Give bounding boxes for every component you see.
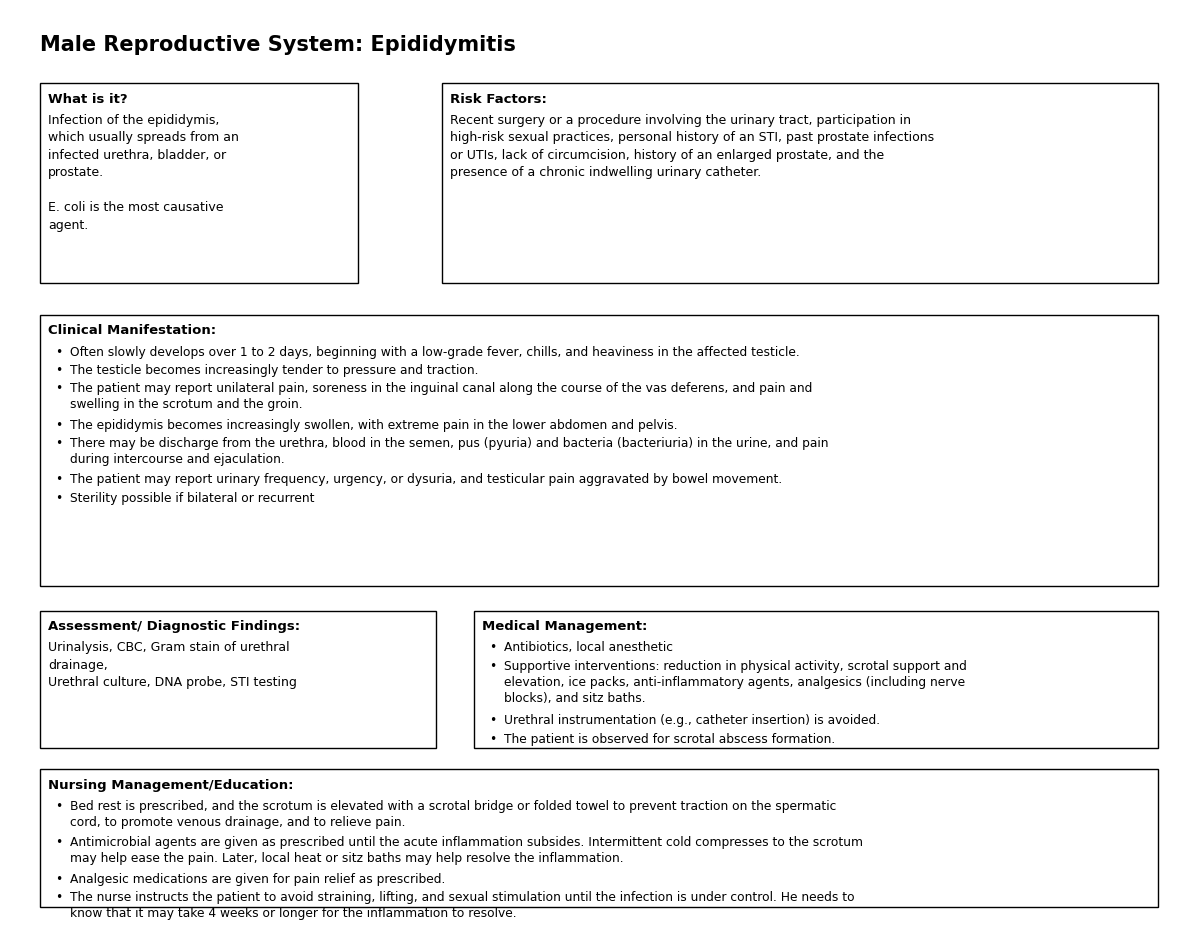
Text: Male Reproductive System: Epididymitis: Male Reproductive System: Epididymitis (40, 35, 516, 56)
FancyBboxPatch shape (40, 83, 358, 283)
Text: Recent surgery or a procedure involving the urinary tract, participation in
high: Recent surgery or a procedure involving … (450, 114, 934, 179)
Text: Risk Factors:: Risk Factors: (450, 93, 547, 106)
FancyBboxPatch shape (442, 83, 1158, 283)
Text: The patient may report urinary frequency, urgency, or dysuria, and testicular pa: The patient may report urinary frequency… (70, 474, 782, 487)
Text: Often slowly develops over 1 to 2 days, beginning with a low-grade fever, chills: Often slowly develops over 1 to 2 days, … (70, 346, 799, 359)
Text: Medical Management:: Medical Management: (482, 620, 648, 633)
FancyBboxPatch shape (40, 769, 1158, 907)
FancyBboxPatch shape (40, 315, 1158, 586)
Text: •: • (55, 437, 62, 450)
Text: The epididymis becomes increasingly swollen, with extreme pain in the lower abdo: The epididymis becomes increasingly swol… (70, 419, 677, 432)
Text: Sterility possible if bilateral or recurrent: Sterility possible if bilateral or recur… (70, 491, 314, 504)
Text: Urethral instrumentation (e.g., catheter insertion) is avoided.: Urethral instrumentation (e.g., catheter… (504, 715, 880, 728)
FancyBboxPatch shape (474, 611, 1158, 748)
Text: Supportive interventions: reduction in physical activity, scrotal support and
el: Supportive interventions: reduction in p… (504, 659, 967, 705)
FancyBboxPatch shape (40, 611, 436, 748)
Text: Urinalysis, CBC, Gram stain of urethral
drainage,
Urethral culture, DNA probe, S: Urinalysis, CBC, Gram stain of urethral … (48, 641, 296, 690)
Text: Analgesic medications are given for pain relief as prescribed.: Analgesic medications are given for pain… (70, 873, 445, 886)
Text: •: • (55, 891, 62, 904)
Text: •: • (55, 873, 62, 886)
Text: Antibiotics, local anesthetic: Antibiotics, local anesthetic (504, 641, 673, 654)
Text: The nurse instructs the patient to avoid straining, lifting, and sexual stimulat: The nurse instructs the patient to avoid… (70, 891, 854, 921)
Text: Nursing Management/Education:: Nursing Management/Education: (48, 779, 294, 792)
Text: •: • (55, 836, 62, 849)
Text: What is it?: What is it? (48, 93, 127, 106)
Text: •: • (55, 346, 62, 359)
Text: •: • (490, 732, 497, 745)
Text: •: • (55, 474, 62, 487)
Text: •: • (55, 363, 62, 377)
Text: Assessment/ Diagnostic Findings:: Assessment/ Diagnostic Findings: (48, 620, 300, 633)
Text: The patient may report unilateral pain, soreness in the inguinal canal along the: The patient may report unilateral pain, … (70, 382, 812, 411)
Text: There may be discharge from the urethra, blood in the semen, pus (pyuria) and ba: There may be discharge from the urethra,… (70, 437, 828, 466)
Text: Clinical Manifestation:: Clinical Manifestation: (48, 324, 216, 337)
Text: Infection of the epididymis,
which usually spreads from an
infected urethra, bla: Infection of the epididymis, which usual… (48, 114, 239, 232)
Text: •: • (55, 800, 62, 813)
Text: •: • (490, 641, 497, 654)
Text: •: • (490, 659, 497, 673)
Text: Antimicrobial agents are given as prescribed until the acute inflammation subsid: Antimicrobial agents are given as prescr… (70, 836, 863, 865)
Text: •: • (55, 419, 62, 432)
Text: Bed rest is prescribed, and the scrotum is elevated with a scrotal bridge or fol: Bed rest is prescribed, and the scrotum … (70, 800, 836, 829)
Text: The patient is observed for scrotal abscess formation.: The patient is observed for scrotal absc… (504, 732, 835, 745)
Text: •: • (55, 491, 62, 504)
Text: •: • (55, 382, 62, 395)
Text: The testicle becomes increasingly tender to pressure and traction.: The testicle becomes increasingly tender… (70, 363, 478, 377)
Text: •: • (490, 715, 497, 728)
